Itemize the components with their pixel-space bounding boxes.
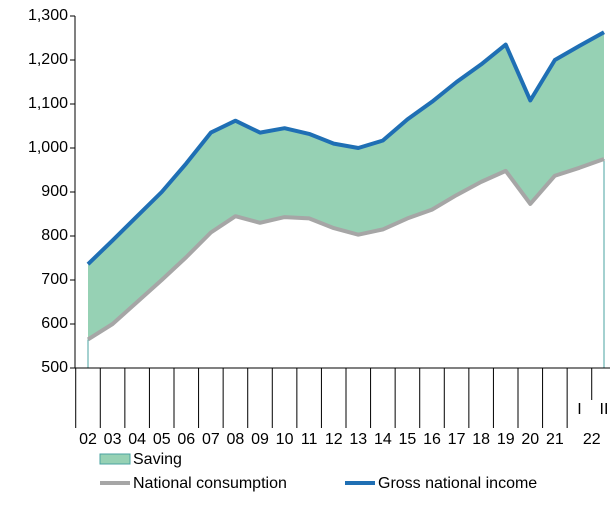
y-tick-label: 700 (41, 271, 68, 288)
saving-area (88, 32, 604, 340)
x-tick-label: 21 (546, 431, 564, 448)
legend-label: Gross national income (378, 475, 537, 492)
x-tick-label: I (577, 401, 581, 418)
x-tick-label: 08 (227, 431, 245, 448)
x-tick-label: 09 (251, 431, 269, 448)
series-line (86, 30, 605, 266)
y-tick-label: 600 (41, 315, 68, 332)
x-tick-label: 17 (448, 431, 466, 448)
y-tick-label: 1,100 (28, 95, 68, 112)
x-tick-label: 12 (325, 431, 343, 448)
x-tick-label: 05 (153, 431, 171, 448)
x-tick-label: 18 (472, 431, 490, 448)
x-tick-label: 07 (202, 431, 220, 448)
legend-label: National consumption (133, 475, 287, 492)
legend-label: Saving (133, 451, 182, 468)
x-tick-label: 10 (276, 431, 294, 448)
x-group-label: 22 (583, 431, 601, 448)
y-tick-label: 800 (41, 227, 68, 244)
x-tick-label: 04 (128, 431, 146, 448)
legend-swatch (99, 453, 131, 465)
x-tick-label: 20 (521, 431, 539, 448)
x-tick-label: 15 (399, 431, 417, 448)
y-tick-label: 1,200 (28, 51, 68, 68)
series-line (86, 157, 605, 342)
y-tick-label: 900 (41, 183, 68, 200)
y-tick-label: 1,300 (28, 7, 68, 24)
x-tick-label: II (600, 401, 609, 418)
x-tick-label: 03 (104, 431, 122, 448)
x-tick-label: 06 (177, 431, 195, 448)
x-tick-label: 19 (497, 431, 515, 448)
x-tick-label: 16 (423, 431, 441, 448)
x-tick-label: 02 (79, 431, 97, 448)
x-tick-label: 13 (349, 431, 367, 448)
y-tick-label: 500 (41, 359, 68, 376)
x-tick-label: 11 (301, 431, 318, 448)
x-tick-label: 14 (374, 431, 392, 448)
y-tick-label: 1,000 (28, 139, 68, 156)
